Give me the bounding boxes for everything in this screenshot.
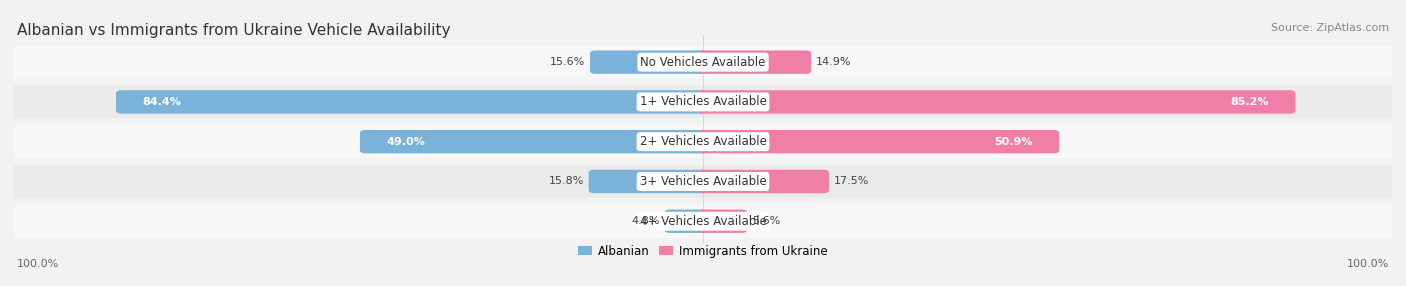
Text: Albanian vs Immigrants from Ukraine Vehicle Availability: Albanian vs Immigrants from Ukraine Vehi… — [17, 23, 450, 38]
Text: 15.8%: 15.8% — [548, 176, 583, 186]
Text: 4+ Vehicles Available: 4+ Vehicles Available — [640, 215, 766, 228]
Bar — [14, 46, 1392, 79]
FancyBboxPatch shape — [697, 90, 1295, 114]
FancyBboxPatch shape — [117, 90, 709, 114]
FancyBboxPatch shape — [697, 50, 811, 74]
Text: 85.2%: 85.2% — [1230, 97, 1270, 107]
Text: 100.0%: 100.0% — [17, 259, 59, 269]
Bar — [14, 86, 1392, 118]
FancyBboxPatch shape — [589, 170, 709, 193]
Text: 14.9%: 14.9% — [815, 57, 852, 67]
Text: 50.9%: 50.9% — [994, 137, 1033, 147]
Bar — [14, 165, 1392, 198]
Text: 84.4%: 84.4% — [142, 97, 181, 107]
Text: Source: ZipAtlas.com: Source: ZipAtlas.com — [1271, 23, 1389, 33]
Text: 5.6%: 5.6% — [752, 216, 780, 226]
FancyBboxPatch shape — [360, 130, 709, 153]
Text: No Vehicles Available: No Vehicles Available — [640, 56, 766, 69]
Text: 100.0%: 100.0% — [1347, 259, 1389, 269]
FancyBboxPatch shape — [697, 130, 1059, 153]
FancyBboxPatch shape — [591, 50, 709, 74]
Bar — [14, 125, 1392, 158]
FancyBboxPatch shape — [665, 210, 709, 233]
Text: 15.6%: 15.6% — [550, 57, 585, 67]
Bar — [14, 205, 1392, 238]
Text: 4.8%: 4.8% — [631, 216, 659, 226]
Text: 2+ Vehicles Available: 2+ Vehicles Available — [640, 135, 766, 148]
Text: 17.5%: 17.5% — [834, 176, 869, 186]
FancyBboxPatch shape — [697, 170, 830, 193]
Text: 3+ Vehicles Available: 3+ Vehicles Available — [640, 175, 766, 188]
Text: 1+ Vehicles Available: 1+ Vehicles Available — [640, 96, 766, 108]
FancyBboxPatch shape — [697, 210, 747, 233]
Text: 49.0%: 49.0% — [387, 137, 425, 147]
Legend: Albanian, Immigrants from Ukraine: Albanian, Immigrants from Ukraine — [574, 240, 832, 262]
